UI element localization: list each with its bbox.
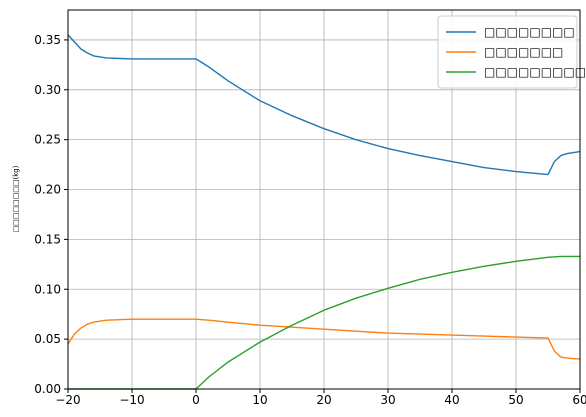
y-tick-label: 0.35 xyxy=(34,33,61,47)
series-line-2 xyxy=(67,318,581,360)
x-axis-ticks: −20 −10 0 10 20 30 40 50 60 xyxy=(55,389,586,407)
y-tick-label: 0.25 xyxy=(34,133,61,147)
legend-label: □□□□□□□□ xyxy=(484,25,575,39)
series-line-3 xyxy=(68,255,580,390)
x-tick-label: 10 xyxy=(252,393,267,407)
y-tick-label: 0.00 xyxy=(34,382,61,396)
x-tick-label: 0 xyxy=(192,393,200,407)
legend: □□□□□□□□□□□□□□□□□□□□□□□□□ xyxy=(437,15,586,89)
x-tick-label: −10 xyxy=(119,393,144,407)
y-tick-label: 0.30 xyxy=(34,83,61,97)
y-tick-label: 0.10 xyxy=(34,282,61,296)
x-tick-label: 60 xyxy=(572,393,586,407)
legend-box xyxy=(437,15,578,89)
x-tick-label: −20 xyxy=(55,393,80,407)
y-axis-label: □□□□□□□□(kg) xyxy=(12,165,20,232)
legend-label: □□□□□□□ xyxy=(484,45,563,59)
y-axis-ticks: 0.00 0.05 0.10 0.15 0.20 0.25 0.30 0.35 xyxy=(34,33,68,396)
x-tick-label: 40 xyxy=(444,393,459,407)
legend-label: □□□□□□□□□□ xyxy=(484,65,586,79)
x-tick-label: 30 xyxy=(380,393,395,407)
y-tick-label: 0.05 xyxy=(34,332,61,346)
x-tick-label: 20 xyxy=(316,393,331,407)
series-lines xyxy=(67,34,581,390)
series-line-1 xyxy=(67,34,581,176)
y-tick-label: 0.20 xyxy=(34,183,61,197)
x-tick-label: 50 xyxy=(508,393,523,407)
y-tick-label: 0.15 xyxy=(34,232,61,246)
